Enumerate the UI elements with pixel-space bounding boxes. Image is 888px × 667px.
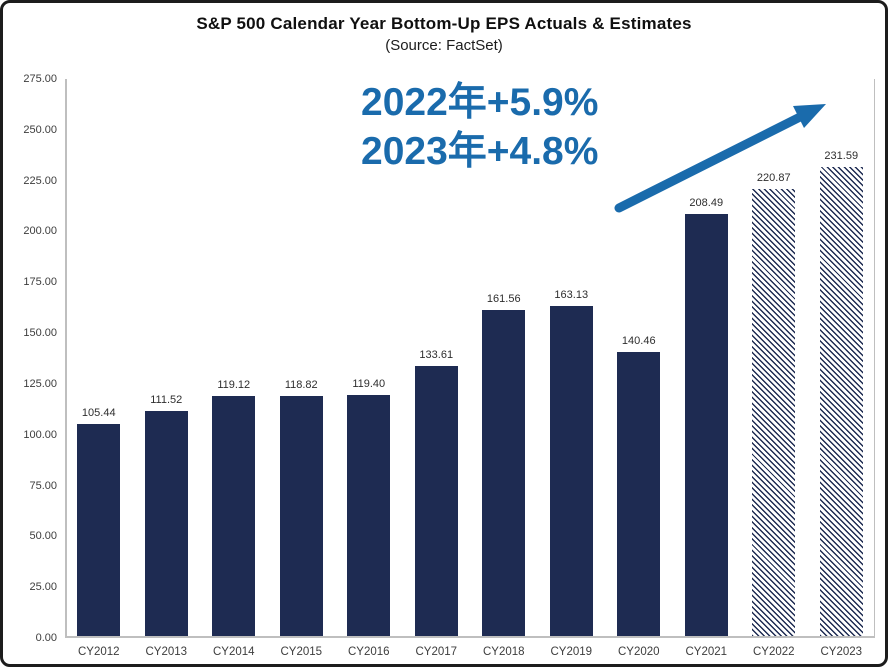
annotation-text: 2022年+5.9% 2023年+4.8% [361,79,598,177]
bar-value-label-CY2018: 161.56 [486,292,521,305]
x-axis-label-CY2020: CY2020 [617,646,660,658]
bar-CY2019 [549,306,593,636]
bar-CY2016 [347,395,391,636]
x-axis-label-CY2013: CY2013 [145,646,188,658]
bar-value-label-CY2021: 208.49 [689,197,724,210]
bar-value-label-CY2014: 119.12 [217,378,251,391]
bar-value-label-CY2022: 220.87 [756,172,791,185]
x-axis-label-CY2012: CY2012 [77,646,120,658]
y-tick-label: 275.00 [23,73,57,85]
y-tick-label: 175.00 [23,276,57,289]
y-tick-label: 225.00 [23,174,57,187]
y-tick-label: 0.00 [35,632,57,644]
y-tick-label: 125.00 [23,377,57,390]
bar-CY2021 [684,214,728,636]
bar-value-label-CY2016: 119.40 [352,378,386,391]
bar-value-label-CY2017: 133.61 [419,349,454,362]
x-axis-label-CY2018: CY2018 [482,646,525,658]
y-tick-label: 75.00 [29,479,57,492]
bar-CY2018 [482,309,526,636]
bar-value-label-CY2023: 231.59 [824,150,859,163]
y-tick-label: 150.00 [23,327,57,340]
chart-title: S&P 500 Calendar Year Bottom-Up EPS Actu… [196,14,692,33]
x-axis-label-CY2014: CY2014 [212,646,255,658]
x-axis-label-CY2021: CY2021 [685,646,728,658]
bar-CY2014 [212,395,256,636]
bar-CY2017 [414,366,458,636]
bar-value-label-CY2019: 163.13 [554,289,589,302]
bar-value-label-CY2012: 105.44 [81,406,116,419]
chart-subtitle: (Source: FactSet) [385,37,503,54]
bar-CY2013 [144,411,188,636]
bar-value-label-CY2013: 111.52 [150,394,183,407]
bar-CY2012 [77,423,121,636]
bar-CY2020 [617,352,661,636]
bar-CY2023-estimate [819,167,863,636]
annotation-line-2023: 2023年+4.8% [361,129,599,173]
y-tick-label: 25.00 [29,581,57,594]
x-axis-label-CY2019: CY2019 [550,646,593,658]
bar-value-label-CY2015: 118.82 [284,379,318,392]
bar-CY2022-estimate [752,189,796,636]
y-tick-label: 250.00 [23,123,57,136]
bar-CY2015 [279,396,323,636]
x-axis-label-CY2022: CY2022 [752,646,795,658]
y-tick-label: 100.00 [23,428,57,441]
x-axis-label-CY2016: CY2016 [347,646,390,658]
annotation-line-2022: 2022年+5.9% [361,81,599,124]
y-tick-label: 200.00 [23,225,57,238]
bar-value-label-CY2020: 140.46 [621,335,656,348]
y-tick-label: 50.00 [29,530,57,543]
x-axis-label-CY2023: CY2023 [820,646,863,658]
x-axis-label-CY2015: CY2015 [280,646,323,658]
chart-header: S&P 500 Calendar Year Bottom-Up EPS Actu… [3,14,885,54]
x-axis-label-CY2017: CY2017 [415,646,458,658]
